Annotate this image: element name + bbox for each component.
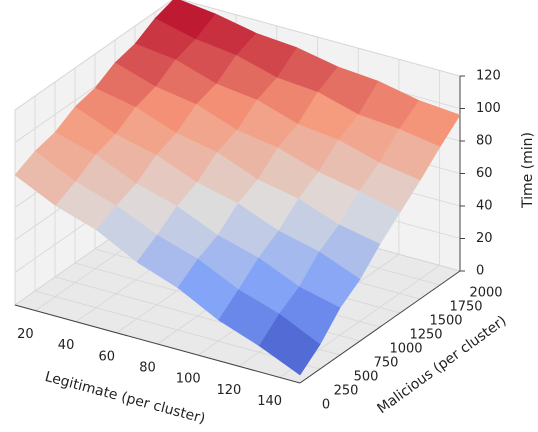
z-tick-label: 120: [476, 69, 501, 84]
z-axis-label: Time (min): [520, 132, 536, 209]
y-tick-label: 750: [374, 356, 399, 371]
x-tick-label: 120: [217, 383, 242, 398]
axis-line: [14, 304, 301, 384]
x-tick-label: 140: [257, 394, 282, 409]
y-tick-label: 1250: [409, 328, 442, 343]
x-tick-label: 80: [139, 361, 156, 376]
z-tick-label: 20: [476, 231, 493, 246]
x-tick-label: 40: [58, 338, 75, 353]
z-tick-label: 80: [476, 134, 493, 149]
y-tick-label: 2000: [469, 286, 502, 301]
y-tick-label: 500: [354, 370, 379, 385]
z-tick-label: 0: [476, 264, 484, 279]
x-tick-label: 20: [17, 327, 34, 342]
y-tick-label: 0: [322, 398, 330, 413]
x-tick-label: 60: [99, 349, 116, 364]
y-tick-label: 1750: [449, 300, 482, 315]
z-tick-label: 100: [476, 101, 501, 116]
y-tick-label: 1500: [429, 314, 462, 329]
y-tick-label: 250: [334, 384, 359, 399]
surface-patch: [258, 313, 321, 376]
grid-line: [34, 290, 321, 370]
grid-line: [14, 0, 173, 111]
axis-line: [299, 270, 461, 384]
x-tick-label: 100: [176, 372, 201, 387]
y-tick-label: 1000: [389, 342, 422, 357]
grid-line: [180, 0, 461, 77]
z-tick-label: 40: [476, 199, 493, 214]
z-tick-label: 60: [476, 166, 493, 181]
